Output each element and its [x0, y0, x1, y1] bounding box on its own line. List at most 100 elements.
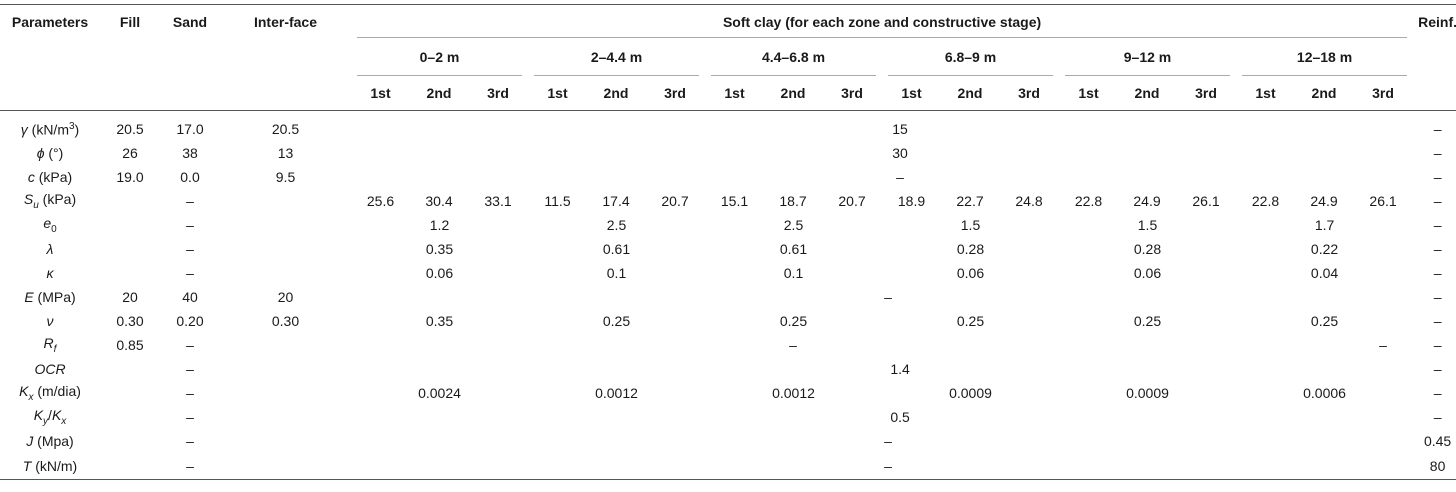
zone-header: 4.4–6.8 m — [705, 38, 882, 76]
interface-value: 9.5 — [275, 169, 296, 185]
soft-clay-cell: 18.9 — [897, 193, 926, 209]
soft-clay-value: – — [884, 289, 892, 305]
sand-value: 38 — [182, 145, 198, 161]
header-row-stages: 1st 2nd 3rd 1st 2nd 3rd 1st 2nd 3rd 1st … — [0, 76, 1456, 111]
stage-header: 1st — [882, 76, 941, 111]
soft-clay-zone-value: 0.0012 — [595, 385, 638, 401]
soft-clay-zone-value: 2.5 — [783, 217, 804, 233]
sand-value: – — [186, 385, 194, 401]
row-label-kappa: κ — [46, 265, 54, 281]
row-label-lambda: λ — [46, 241, 54, 257]
stage-header: 3rd — [822, 76, 882, 111]
sand-value: – — [186, 433, 194, 449]
table-row-e: E (MPa) 20 40 20 – – — [0, 285, 1456, 309]
soft-clay-cell: – — [789, 337, 797, 353]
header-reinf: Reinf. — [1413, 4, 1456, 38]
table-row-kx: Kx (m/dia) – 0.0024 0.0012 0.0012 0.0009… — [0, 381, 1456, 405]
soft-clay-value: – — [351, 453, 1414, 480]
soft-clay-cell: 26.1 — [1369, 193, 1397, 209]
stage-header: 1st — [1059, 76, 1118, 111]
zone-header: 0–2 m — [351, 38, 528, 76]
soft-clay-cell: 18.7 — [779, 193, 807, 209]
reinf-value: – — [1433, 265, 1442, 281]
soft-clay-cell: 22.7 — [956, 193, 984, 209]
soft-clay-zone-value: 0.25 — [602, 313, 631, 329]
stage-header: 3rd — [999, 76, 1059, 111]
soft-clay-zone-value: 0.61 — [779, 241, 808, 257]
soft-clay-cell: 11.5 — [544, 193, 571, 209]
row-label-nu: ν — [46, 313, 54, 329]
soft-clay-zone-value: 0.0012 — [772, 385, 815, 401]
reinf-value: 80 — [1413, 453, 1456, 480]
stage-header: 2nd — [764, 76, 822, 111]
soft-clay-zone-value: 0.06 — [1133, 265, 1162, 281]
parameters-table: Parameters Fill Sand Inter-face Soft cla… — [0, 4, 1456, 480]
table-row-gamma: γ (kN/m3) 20.5 17.0 20.5 15 – — [0, 117, 1456, 141]
zone-header: 12–18 m — [1236, 38, 1413, 76]
table-row-kappa: κ – 0.06 0.1 0.1 0.06 0.06 0.04 – — [0, 261, 1456, 285]
reinf-value: – — [1433, 361, 1442, 377]
soft-clay-zone-value: 0.0024 — [418, 385, 461, 401]
table-row-su: Su (kPa) – 25.6 30.4 33.1 11.5 17.4 20.7… — [0, 189, 1456, 213]
soft-clay-zone-value: 0.06 — [425, 265, 454, 281]
zone-header: 6.8–9 m — [882, 38, 1059, 76]
sand-value: – — [186, 409, 194, 425]
sand-value: 0.0 — [180, 169, 200, 185]
row-label-e: E (MPa) — [24, 289, 76, 305]
row-label-ocr: OCR — [34, 361, 66, 377]
reinf-value: – — [1433, 217, 1442, 233]
row-label-ky-kx: Ky/Kx — [33, 407, 67, 427]
soft-clay-zone-value: 0.1 — [783, 265, 804, 281]
stage-header: 1st — [705, 76, 764, 111]
header-soft-clay: Soft clay (for each zone and constructiv… — [351, 4, 1414, 38]
table-row-lambda: λ – 0.35 0.61 0.61 0.28 0.28 0.22 – — [0, 237, 1456, 261]
header-row-zones: 0–2 m 2–4.4 m 4.4–6.8 m 6.8–9 m 9–12 m 1… — [0, 38, 1456, 76]
soft-clay-zone-value: 0.35 — [425, 241, 454, 257]
reinf-value: – — [1433, 241, 1442, 257]
soft-clay-cell: 20.7 — [838, 193, 866, 209]
soft-clay-cell: 15.1 — [720, 193, 749, 209]
soft-clay-cell: 33.1 — [484, 193, 512, 209]
reinf-value: – — [1433, 385, 1442, 401]
soft-clay-value: – — [884, 433, 892, 449]
reinf-value: – — [1433, 169, 1442, 185]
soft-clay-cell: 17.4 — [602, 193, 630, 209]
row-label-gamma: γ (kN/m3) — [20, 120, 80, 138]
stage-header: 2nd — [941, 76, 999, 111]
table-row-j: J (Mpa) – – 0.45 — [0, 429, 1456, 453]
sand-value: – — [186, 361, 194, 377]
soft-clay-zone-value: 0.25 — [1310, 313, 1339, 329]
stage-header: 3rd — [1176, 76, 1236, 111]
stage-header: 3rd — [645, 76, 705, 111]
row-label-t: T (kN/m) — [0, 453, 100, 480]
stage-header: 1st — [351, 76, 410, 111]
table-row-rf: Rf 0.85 – – – – — [0, 333, 1456, 357]
row-label-c: c (kPa) — [27, 169, 73, 185]
reinf-value: – — [1433, 145, 1442, 161]
soft-clay-zone-value: 0.25 — [779, 313, 808, 329]
reinf-value: – — [1433, 337, 1442, 353]
soft-clay-value: 1.4 — [890, 361, 910, 377]
fill-value: 20 — [122, 289, 138, 305]
soft-clay-zone-value: 0.0006 — [1303, 385, 1346, 401]
stage-header: 1st — [1236, 76, 1295, 111]
soft-clay-zone-value: 0.04 — [1310, 265, 1339, 281]
sand-value: – — [160, 453, 220, 480]
soft-clay-zone-value: 1.7 — [1314, 217, 1335, 233]
table-row-nu: ν 0.30 0.20 0.30 0.35 0.25 0.25 0.25 0.2… — [0, 309, 1456, 333]
sand-value: – — [186, 337, 194, 353]
header-interface: Inter-face — [220, 4, 351, 38]
sand-value: 40 — [182, 289, 198, 305]
header-parameters: Parameters — [0, 4, 100, 38]
fill-value: 0.85 — [116, 337, 144, 353]
interface-value: 13 — [277, 145, 294, 161]
soft-clay-zone-value: 0.1 — [606, 265, 627, 281]
interface-value: 0.30 — [271, 313, 300, 329]
sand-value: – — [186, 265, 194, 281]
soft-clay-cell: 24.9 — [1310, 193, 1338, 209]
sand-value: 0.20 — [176, 313, 204, 329]
soft-clay-zone-value: 2.5 — [606, 217, 627, 233]
soft-clay-value: 15 — [892, 121, 908, 137]
soft-clay-zone-value: 0.28 — [956, 241, 985, 257]
soft-clay-value: 30 — [892, 145, 908, 161]
